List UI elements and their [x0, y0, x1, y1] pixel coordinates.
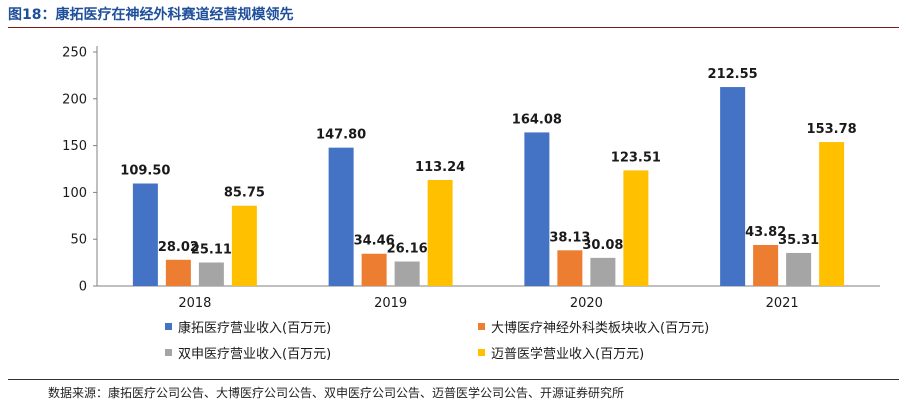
- data-label: 85.75: [224, 186, 265, 201]
- data-label: 147.80: [316, 128, 366, 143]
- bar: [165, 259, 191, 286]
- figure-title: 图18：康拓医疗在神经外科赛道经营规模领先: [8, 7, 294, 23]
- legend-item: 大博医疗神经外科类板块收入(百万元): [478, 317, 709, 336]
- legend-label: 双申医疗营业收入(百万元): [178, 347, 332, 362]
- y-tick-label: 150: [62, 139, 87, 154]
- bar: [394, 261, 420, 286]
- data-label: 28.02: [158, 240, 199, 255]
- bar: [623, 170, 649, 286]
- legend-swatch: [165, 323, 172, 330]
- legend-label: 康拓医疗营业收入(百万元): [178, 321, 332, 336]
- legend-item: 双申医疗营业收入(百万元): [165, 343, 331, 362]
- data-label: 35.31: [778, 233, 819, 248]
- data-label: 25.11: [191, 242, 232, 257]
- source-divider: [8, 379, 899, 380]
- bar: [231, 205, 257, 286]
- y-tick-label: 0: [79, 280, 87, 295]
- source-note: 数据来源：康拓医疗公司公告、大博医疗公司公告、双申医疗公司公告、迈普医学公司公告…: [48, 386, 625, 400]
- data-label: 164.08: [512, 112, 562, 127]
- legend-swatch: [478, 323, 485, 330]
- bar: [132, 183, 158, 286]
- title-divider: [8, 27, 899, 28]
- legend-item: 迈普医学营业收入(百万元): [478, 343, 644, 362]
- data-label: 109.50: [120, 164, 170, 179]
- x-tick-label: 2018: [178, 296, 211, 311]
- bar: [198, 262, 224, 286]
- y-tick-label: 200: [62, 92, 87, 107]
- y-tick-label: 250: [62, 46, 87, 61]
- bar: [361, 253, 387, 286]
- bar: [819, 142, 845, 286]
- data-label: 43.82: [745, 225, 786, 240]
- data-label: 212.55: [708, 67, 758, 82]
- bar: [786, 252, 812, 286]
- bar: [557, 250, 583, 286]
- bar: [720, 87, 746, 287]
- legend-swatch: [165, 349, 172, 356]
- legend-label: 迈普医学营业收入(百万元): [491, 347, 645, 362]
- legend-item: 康拓医疗营业收入(百万元): [165, 317, 331, 336]
- x-tick-label: 2021: [766, 296, 799, 311]
- data-label: 153.78: [807, 122, 857, 137]
- bar: [590, 257, 616, 286]
- data-label: 30.08: [582, 238, 623, 253]
- y-tick-label: 50: [70, 233, 87, 248]
- data-label: 123.51: [611, 150, 661, 165]
- bar: [427, 180, 453, 286]
- legend-swatch: [478, 349, 485, 356]
- data-label: 34.46: [354, 234, 395, 249]
- bar: [524, 132, 550, 286]
- data-label: 38.13: [549, 230, 590, 245]
- y-tick-label: 100: [62, 186, 87, 201]
- bar: [753, 244, 779, 286]
- x-tick-label: 2019: [374, 296, 407, 311]
- data-label: 26.16: [387, 242, 428, 257]
- x-tick-label: 2020: [570, 296, 603, 311]
- legend-label: 大博医疗神经外科类板块收入(百万元): [491, 321, 710, 336]
- data-label: 113.24: [415, 160, 465, 175]
- bar: [328, 147, 354, 286]
